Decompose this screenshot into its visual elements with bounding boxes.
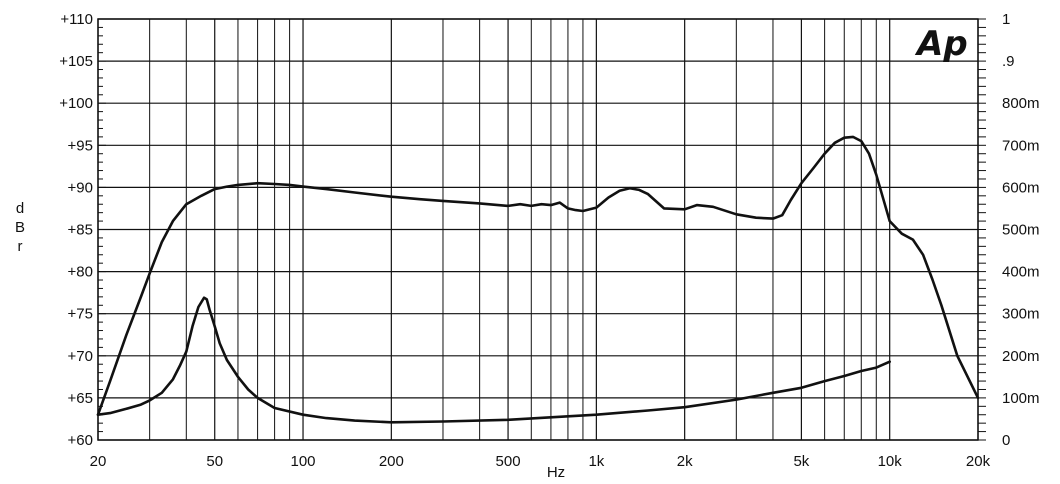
y-axis-tick-labels: +60 +65 +70 +75 +80 +85 +90 +95 +100 +105 +110 bbox=[59, 11, 93, 449]
svg-text:Ap: Ap bbox=[914, 24, 968, 64]
y2-tick-label: 800m bbox=[1002, 95, 1040, 112]
distortion-curve bbox=[96, 296, 892, 424]
y2-tick-label: 1 bbox=[1002, 11, 1010, 28]
x-tick-label: 5k bbox=[793, 453, 809, 470]
y-tick-label: +100 bbox=[59, 95, 93, 112]
y2-tick-label: 400m bbox=[1002, 264, 1040, 281]
plot-frame bbox=[97, 18, 979, 441]
x-tick-label: 500 bbox=[496, 453, 521, 470]
x-axis-tick-labels: 20 50 100 200 500 1k 2k 5k 10k 20k bbox=[90, 453, 991, 470]
y2-tick-label: 300m bbox=[1002, 306, 1040, 323]
y-tick-label: +110 bbox=[60, 11, 93, 28]
x-tick-label: 200 bbox=[379, 453, 404, 470]
y-tick-label: +75 bbox=[68, 306, 93, 323]
series-layer bbox=[96, 135, 980, 424]
axis-minor-ticks bbox=[98, 18, 986, 441]
y-tick-label: +80 bbox=[68, 264, 93, 281]
y-tick-label: +65 bbox=[68, 390, 93, 407]
y2-tick-label: 700m bbox=[1002, 137, 1040, 154]
y-tick-label: +70 bbox=[68, 348, 93, 365]
x-tick-label: 1k bbox=[588, 453, 604, 470]
y2-axis-tick-labels: 0 100m 200m 300m 400m 500m 600m 700m 800m .9 1 bbox=[1002, 11, 1040, 449]
ap-logo: Ap bbox=[914, 24, 968, 64]
x-tick-label: 20 bbox=[90, 453, 107, 470]
y2-tick-label: 200m bbox=[1002, 348, 1040, 365]
y-tick-label: +85 bbox=[68, 222, 93, 239]
y2-tick-label: .9 bbox=[1002, 53, 1015, 70]
y-tick-label: +90 bbox=[68, 179, 93, 196]
x-tick-label: 100 bbox=[291, 453, 316, 470]
y2-tick-label: 100m bbox=[1002, 390, 1040, 407]
x-tick-label: 10k bbox=[878, 453, 903, 470]
x-tick-label: 2k bbox=[677, 453, 693, 470]
y-tick-label: +105 bbox=[59, 53, 93, 70]
y2-tick-label: 600m bbox=[1002, 179, 1040, 196]
x-tick-label: 50 bbox=[206, 453, 223, 470]
x-axis-label: Hz bbox=[547, 464, 565, 481]
y-tick-label: +95 bbox=[68, 137, 93, 154]
y2-tick-label: 500m bbox=[1002, 222, 1040, 239]
y2-tick-label: 0 bbox=[1002, 432, 1010, 449]
x-tick-label: 20k bbox=[966, 453, 991, 470]
svg-text:dBr: dBr bbox=[15, 200, 25, 255]
frequency-response-curve bbox=[96, 135, 980, 417]
y-tick-label: +60 bbox=[68, 432, 93, 449]
